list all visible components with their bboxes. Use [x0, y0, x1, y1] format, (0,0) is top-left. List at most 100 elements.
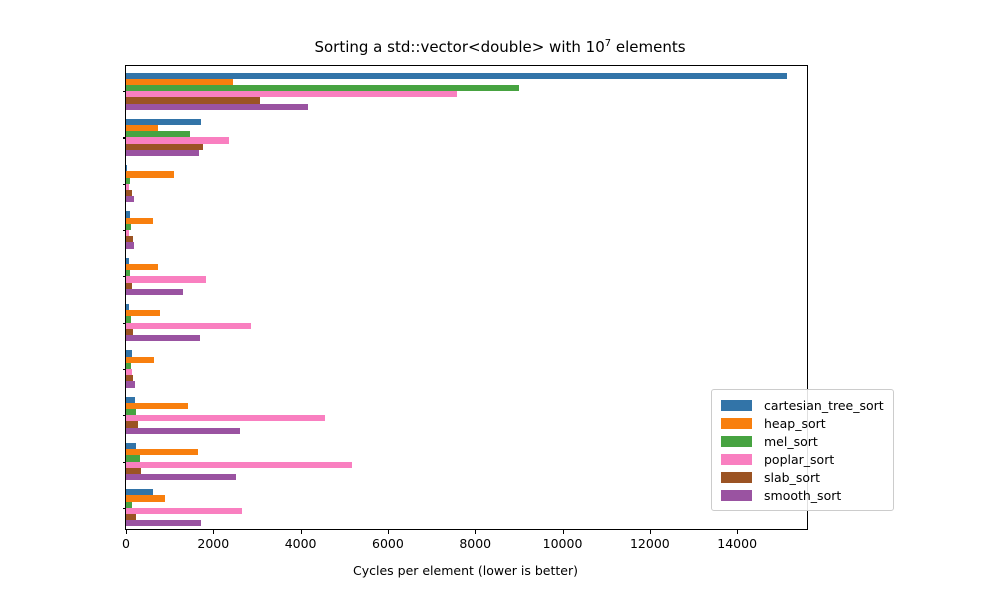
- bar-cartesian_tree_sort: [126, 211, 130, 218]
- bar-mel_sort: [126, 501, 133, 508]
- legend-item-slab_sort: slab_sort: [721, 468, 884, 486]
- bar-poplar_sort: [126, 91, 457, 98]
- chart-title-main: Sorting a std::vector<double> with 10: [314, 38, 605, 56]
- bar-poplar_sort: [126, 230, 130, 237]
- bar-smooth_sort: [126, 103, 309, 110]
- bar-smooth_sort: [126, 149, 200, 157]
- x-tick-mark: [213, 530, 215, 534]
- legend-swatch-icon: [721, 453, 752, 465]
- legend-label: heap_sort: [764, 415, 826, 431]
- bar-mel_sort: [126, 362, 132, 369]
- bar-mel_sort: [126, 84, 519, 92]
- bar-smooth_sort: [126, 473, 236, 481]
- y-tick-mark: [122, 415, 126, 417]
- bar-heap_sort: [126, 125, 158, 132]
- bar-smooth_sort: [126, 520, 202, 527]
- y-tick-mark: [122, 368, 126, 371]
- bar-smooth_sort: [126, 242, 135, 249]
- bar-group: [126, 72, 807, 110]
- bar-slab_sort: [126, 467, 141, 474]
- x-tick-label: 0: [122, 536, 130, 551]
- y-tick-mark: [122, 183, 126, 185]
- bar-heap_sort: [126, 263, 158, 271]
- legend-label: slab_sort: [764, 469, 821, 485]
- bar-poplar_sort: [126, 461, 353, 468]
- y-tick-mark: [122, 322, 126, 324]
- bar-poplar_sort: [126, 276, 207, 283]
- bar-heap_sort: [126, 449, 199, 456]
- legend-swatch-icon: [721, 435, 752, 447]
- x-tick-mark: [387, 530, 390, 534]
- x-tick-mark: [300, 530, 302, 534]
- bar-cartesian_tree_sort: [126, 165, 127, 172]
- bar-smooth_sort: [126, 196, 134, 203]
- bar-cartesian_tree_sort: [126, 442, 136, 450]
- bar-mel_sort: [126, 177, 130, 184]
- bar-mel_sort: [126, 270, 131, 277]
- legend-swatch-icon: [721, 489, 752, 501]
- x-tick-mark: [475, 530, 477, 534]
- bar-cartesian_tree_sort: [126, 304, 130, 311]
- legend-swatch-icon: [721, 471, 752, 483]
- bar-slab_sort: [126, 143, 203, 150]
- plot-area: ShuffledShuffled (16 values)All equalAsc…: [122, 65, 808, 551]
- x-tick-label: 10000: [542, 536, 583, 551]
- legend-label: poplar_sort: [764, 451, 835, 467]
- bar-poplar_sort: [126, 137, 229, 144]
- legend: cartesian_tree_sort heap_sort mel_sort popl…: [711, 389, 894, 511]
- bar-heap_sort: [126, 310, 160, 317]
- y-tick-mark: [122, 461, 126, 463]
- bar-mel_sort: [126, 409, 136, 416]
- bar-cartesian_tree_sort: [126, 118, 202, 126]
- legend-label: smooth_sort: [764, 487, 842, 503]
- x-tick-mark: [126, 530, 128, 534]
- bar-group: [126, 396, 807, 434]
- legend-item-mel_sort: mel_sort: [721, 432, 884, 450]
- chart-title-exponent: 7: [604, 38, 612, 49]
- bar-cartesian_tree_sort: [126, 396, 135, 403]
- bar-slab_sort: [126, 328, 133, 336]
- x-tick-label: 4000: [284, 536, 317, 551]
- bar-mel_sort: [126, 223, 131, 231]
- x-tick-label: 8000: [459, 536, 492, 551]
- bar-slab_sort: [126, 514, 137, 521]
- bar-mel_sort: [126, 131, 191, 138]
- bar-heap_sort: [126, 78, 233, 85]
- bar-slab_sort: [126, 421, 138, 428]
- bar-slab_sort: [126, 236, 133, 243]
- bar-group: [126, 442, 807, 481]
- x-tick-mark: [737, 530, 739, 534]
- x-tick-label: 2000: [197, 536, 230, 551]
- legend-item-heap_sort: heap_sort: [721, 414, 884, 432]
- bar-poplar_sort: [126, 183, 130, 190]
- x-tick-mark: [562, 530, 564, 534]
- bar-heap_sort: [126, 171, 175, 178]
- bar-poplar_sort: [126, 415, 326, 422]
- chart-title: Sorting a std::vector<double> with 107 e…: [0, 38, 1000, 56]
- bar-group: [126, 489, 807, 527]
- bar-poplar_sort: [126, 507, 242, 515]
- bar-cartesian_tree_sort: [126, 257, 130, 264]
- bar-mel_sort: [126, 316, 131, 323]
- y-tick-mark: [122, 137, 126, 139]
- y-tick-mark: [122, 507, 126, 509]
- x-tick-label: 12000: [629, 536, 670, 551]
- legend-item-smooth_sort: smooth_sort: [721, 486, 884, 504]
- bar-slab_sort: [126, 97, 261, 104]
- bar-slab_sort: [126, 375, 134, 382]
- bar-heap_sort: [126, 495, 165, 502]
- bar-cartesian_tree_sort: [126, 72, 788, 79]
- bar-cartesian_tree_sort: [126, 350, 132, 357]
- bar-group: [126, 257, 807, 295]
- bar-slab_sort: [126, 189, 133, 197]
- bar-heap_sort: [126, 356, 154, 363]
- bar-heap_sort: [126, 217, 153, 224]
- bar-mel_sort: [126, 455, 141, 462]
- bar-group: [126, 350, 807, 388]
- bar-poplar_sort: [126, 368, 133, 376]
- bar-slab_sort: [126, 282, 133, 289]
- x-tick-label: 6000: [372, 536, 404, 551]
- x-tick-mark: [649, 530, 651, 534]
- bar-group: [126, 211, 807, 249]
